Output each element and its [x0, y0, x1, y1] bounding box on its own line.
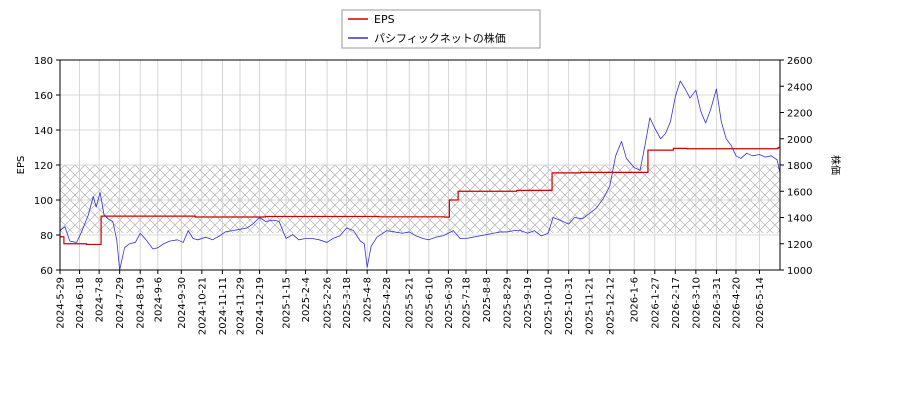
- x-tick-label: 2025-7-18: [461, 277, 472, 329]
- y-right-tick-label: 2200: [787, 109, 812, 120]
- y-left-tick-label: 140: [34, 126, 53, 137]
- y-left-tick-label: 160: [34, 91, 53, 102]
- x-tick-label: 2025-9-19: [523, 277, 534, 329]
- x-tick-label: 2024-10-21: [197, 277, 208, 335]
- y-right-tick-label: 1200: [787, 240, 812, 251]
- y-right-ticks: 1000 1200 1400 1600 1800 2000 2200 2400 2600: [780, 56, 812, 277]
- x-tick-label: 2025-4-28: [382, 277, 393, 329]
- y-left-tick-label: 60: [40, 266, 53, 277]
- y-right-tick-label: 1400: [787, 214, 812, 225]
- x-tick-label: 2025-8-29: [503, 277, 514, 329]
- legend: EPS パシフィックネットの株価: [341, 9, 541, 49]
- legend-label-eps: EPS: [374, 13, 395, 26]
- y-left-tick-label: 80: [40, 231, 53, 242]
- x-tick-label: 2024-7-29: [115, 277, 126, 329]
- y-right-axis-label: 株価: [829, 155, 842, 175]
- x-tick-label: 2024-11-29: [236, 277, 247, 335]
- y-left-axis-label: EPS: [16, 156, 27, 175]
- x-tick-label: 2024-5-29: [56, 277, 67, 329]
- x-tick-label: 2024-11-11: [218, 277, 229, 335]
- x-tick-label: 2025-2-26: [323, 277, 334, 329]
- x-ticks: 2024-5-29 2024-6-18 2024-7-8 2024-7-29 2024-…: [56, 270, 766, 335]
- x-tick-label: 2025-12-12: [605, 277, 616, 335]
- x-tick-label: 2026-4-20: [731, 277, 742, 329]
- x-tick-label: 2024-6-18: [75, 277, 86, 329]
- x-tick-label: 2026-3-10: [691, 277, 702, 329]
- y-left-ticks: 60 80 100 120 140 160 180: [34, 56, 60, 277]
- x-tick-label: 2026-1-6: [630, 277, 641, 322]
- y-right-tick-label: 1600: [787, 187, 812, 198]
- y-left-tick-label: 100: [34, 196, 53, 207]
- x-tick-label: 2025-6-10: [424, 277, 435, 329]
- series-line-price: [60, 80, 780, 270]
- legend-label-price: パシフィックネットの株価: [374, 31, 506, 45]
- x-tick-label: 2024-7-8: [95, 277, 106, 322]
- shaded-band: [60, 165, 780, 234]
- x-tick-label: 2025-4-8: [363, 277, 374, 322]
- x-tick-label: 2025-3-18: [342, 277, 353, 329]
- x-tick-label: 2024-9-6: [153, 277, 164, 322]
- x-tick-label: 2025-5-21: [405, 277, 416, 329]
- y-right-tick-label: 2600: [787, 56, 812, 67]
- x-tick-label: 2025-8-8: [482, 277, 493, 322]
- series-line-eps: [60, 95, 780, 246]
- x-tick-label: 2025-10-10: [544, 277, 555, 335]
- y-right-tick-label: 2000: [787, 135, 812, 146]
- x-tick-label: 2025-2-4: [301, 277, 312, 322]
- x-tick-label: 2026-2-17: [671, 277, 682, 329]
- x-tick-label: 2025-11-21: [585, 277, 596, 335]
- x-tick-label: 2026-1-27: [650, 277, 661, 329]
- x-tick-label: 2025-1-15: [281, 277, 292, 329]
- legend-box: [341, 9, 541, 49]
- x-tick-label: 2024-12-19: [255, 277, 266, 335]
- x-tick-label: 2026-5-14: [755, 277, 766, 329]
- y-right-tick-label: 2400: [787, 82, 812, 93]
- x-tick-label: 2026-3-31: [712, 277, 723, 329]
- x-tick-label: 2025-6-30: [444, 277, 455, 329]
- y-left-tick-label: 180: [34, 56, 53, 67]
- x-tick-label: 2024-9-30: [177, 277, 188, 329]
- x-tick-label: 2024-8-19: [136, 277, 147, 329]
- gridlines: [59, 59, 780, 271]
- y-right-tick-label: 1000: [787, 266, 812, 277]
- y-left-tick-label: 120: [34, 161, 53, 172]
- x-tick-label: 2025-10-31: [564, 277, 575, 335]
- series-layer: [60, 80, 780, 270]
- y-right-tick-label: 1800: [787, 161, 812, 172]
